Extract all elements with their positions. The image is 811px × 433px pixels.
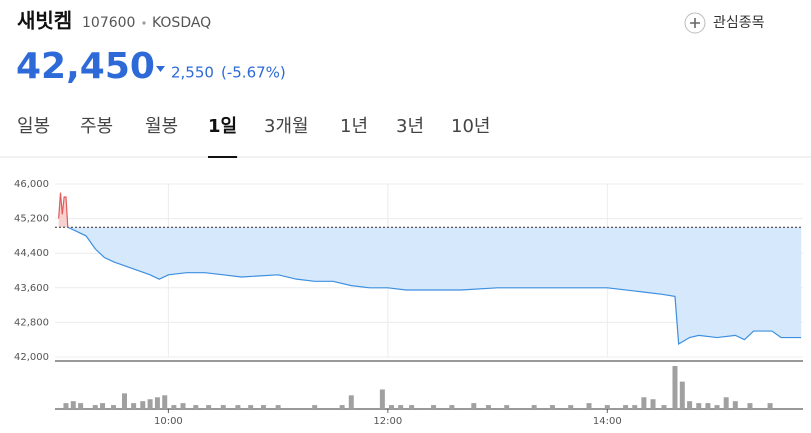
y-tick-label: 42,800 — [14, 317, 49, 328]
volume-bar — [140, 401, 146, 409]
volume-bar — [206, 405, 212, 409]
volume-bar — [705, 403, 711, 409]
volume-bar — [687, 401, 693, 409]
x-tick-label: 14:00 — [593, 416, 622, 427]
volume-bar — [696, 403, 702, 409]
down-arrow — [156, 66, 165, 72]
volume-bar — [248, 405, 254, 409]
tabs: 일봉 주봉 월봉 1일 3개월 1년 3년 10년 — [17, 116, 490, 158]
y-tick-label: 42,000 — [14, 352, 49, 363]
volume-bar — [92, 405, 98, 409]
volume-bar — [623, 405, 629, 409]
volume-bar — [409, 405, 415, 409]
tab[interactable]: 1년 — [340, 116, 368, 137]
volume-bar — [471, 403, 477, 409]
price: 42,450 — [16, 46, 155, 87]
change: 2,550 — [171, 64, 214, 82]
volume-bar — [672, 366, 678, 409]
volume-bar — [339, 405, 345, 409]
tab[interactable]: 월봉 — [145, 116, 178, 137]
volume-bar — [78, 403, 84, 409]
y-tick-label: 45,200 — [14, 214, 49, 225]
volume-bar — [661, 405, 667, 409]
volume-bar — [431, 405, 437, 409]
volume-bar — [586, 403, 592, 409]
volume-bar — [171, 405, 177, 409]
price-line — [67, 227, 802, 346]
volume-bar — [747, 403, 753, 409]
tab[interactable]: 1일 — [208, 116, 237, 137]
volume-bar — [549, 405, 555, 409]
plus-icon — [690, 18, 700, 28]
tab[interactable]: 주봉 — [80, 116, 113, 137]
volume-bar — [504, 405, 510, 409]
volume-bar — [632, 405, 638, 409]
volume-bar — [389, 405, 395, 409]
tab[interactable]: 3년 — [396, 116, 424, 137]
tab[interactable]: 3개월 — [264, 116, 309, 137]
chart: 42,000 42,800 43,600 44,400 45,200 46,000 10:0… — [14, 179, 803, 427]
watch-label[interactable]: 관심종목 — [713, 15, 765, 31]
change-rate: (-5.67%) — [221, 64, 286, 82]
volume-bar — [100, 403, 106, 409]
plus-circle — [684, 12, 706, 34]
x-tick-label: 10:00 — [154, 416, 183, 427]
volume-bar — [650, 399, 656, 409]
volume-bar — [348, 395, 354, 409]
volume-bar — [604, 405, 610, 409]
volume-bar — [260, 405, 266, 409]
y-tick-label: 44,400 — [14, 248, 49, 259]
volume-bar — [275, 405, 281, 409]
stock-name: 새빗켐 — [17, 9, 72, 33]
volume-bar — [121, 393, 127, 409]
tab[interactable]: 일봉 — [17, 116, 50, 137]
volume-bar — [162, 395, 168, 409]
volume-bar — [180, 403, 186, 409]
stock-code: 107600 — [82, 15, 135, 31]
volume-bar — [732, 401, 738, 409]
volume-bar — [679, 381, 685, 409]
tab[interactable]: 10년 — [451, 116, 490, 137]
volume-bar — [131, 403, 137, 409]
volume-bar — [220, 405, 226, 409]
volume-bar — [147, 399, 153, 409]
volume-bar — [485, 405, 491, 409]
volume-bar — [723, 397, 729, 409]
volume-bar — [111, 405, 117, 409]
volume-bar — [235, 405, 241, 409]
volume-bar — [193, 405, 199, 409]
volume-bar — [641, 397, 647, 409]
volume-bar — [63, 403, 69, 409]
market: KOSDAQ — [152, 15, 211, 31]
area-below — [58, 227, 802, 345]
volume-bar — [398, 405, 404, 409]
dot — [142, 21, 146, 25]
volume-bar — [714, 405, 720, 409]
volume-bar — [767, 403, 773, 409]
volume-bar — [379, 389, 385, 409]
volume-bar — [70, 401, 76, 409]
volume-bar — [568, 405, 574, 409]
watch-button[interactable]: 관심종목 — [684, 12, 765, 34]
volume-bar — [449, 405, 455, 409]
y-tick-label: 43,600 — [14, 283, 49, 294]
volume-bar — [531, 405, 537, 409]
volume-bar — [312, 405, 318, 409]
volume-bar — [154, 397, 160, 409]
x-tick-label: 12:00 — [373, 416, 402, 427]
y-tick-label: 46,000 — [14, 179, 49, 190]
